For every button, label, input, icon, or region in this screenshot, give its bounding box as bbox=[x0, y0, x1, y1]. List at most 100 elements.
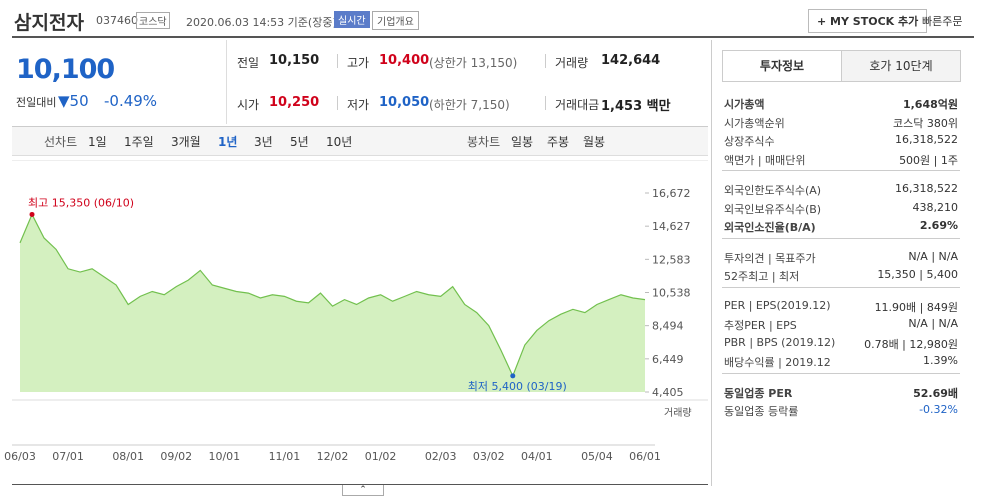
period-tab[interactable]: 1주일 bbox=[124, 135, 154, 149]
collapse-button[interactable]: ⌃ bbox=[342, 485, 384, 496]
info-value: 11.90배 | 849원 bbox=[874, 300, 958, 314]
period-tab[interactable]: 3년 bbox=[254, 135, 273, 149]
info-label: 동일업종 등락률 bbox=[724, 405, 799, 418]
field-label: 고가 bbox=[347, 56, 370, 70]
annotation: 최저 5,400 (03/19) bbox=[468, 380, 567, 393]
info-label: 배당수익률 | 2019.12 bbox=[724, 356, 831, 369]
field-value: 10,400 bbox=[379, 53, 430, 68]
info-value: 16,318,522 bbox=[895, 182, 958, 195]
panel-divider bbox=[711, 40, 712, 486]
x-tick-label: 02/03 bbox=[425, 450, 457, 463]
price-line bbox=[19, 213, 646, 378]
x-tick-label: 06/01 bbox=[629, 450, 661, 463]
field-label: 거래량 bbox=[555, 56, 589, 70]
group-rule bbox=[722, 286, 960, 288]
info-label: 52주최고 | 최저 bbox=[724, 270, 800, 283]
period-tab[interactable]: 1일 bbox=[88, 135, 107, 149]
annotation: 최고 15,350 (06/10) bbox=[28, 196, 134, 209]
volume-label: 거래량 bbox=[664, 407, 692, 419]
period-tab[interactable]: 1년 bbox=[218, 135, 238, 149]
stock-code: 037460 bbox=[96, 14, 138, 27]
info-label: 외국인한도주식수(A) bbox=[724, 184, 822, 197]
field-value: 10,050 bbox=[379, 95, 430, 110]
x-tick-label: 07/01 bbox=[52, 450, 84, 463]
field-sep bbox=[545, 54, 546, 68]
market-tag: 코스닥 bbox=[136, 12, 170, 29]
info-label: 시가총액 bbox=[724, 98, 765, 111]
period-tab[interactable]: 10년 bbox=[326, 135, 353, 149]
info-tab[interactable]: 투자정보 bbox=[722, 50, 842, 82]
line-chart-label: 선차트 bbox=[44, 135, 78, 149]
info-value: 1,648억원 bbox=[902, 98, 958, 111]
area-fill bbox=[20, 214, 645, 392]
period-bar bbox=[12, 126, 708, 156]
x-tick-label: 04/01 bbox=[521, 450, 553, 463]
down-arrow: ▼ bbox=[58, 92, 70, 110]
x-tick-label: 11/01 bbox=[269, 450, 301, 463]
candle-tab[interactable]: 주봉 bbox=[547, 135, 570, 149]
change-label: 전일대비 bbox=[16, 96, 57, 109]
candle-tab[interactable]: 월봉 bbox=[583, 135, 606, 149]
info-label: 추정PER | EPS bbox=[724, 319, 797, 332]
change-rate: -0.49% bbox=[104, 92, 158, 110]
period-tab[interactable]: 5년 bbox=[290, 135, 309, 149]
x-tick-label: 08/01 bbox=[112, 450, 144, 463]
extreme-marker bbox=[510, 373, 516, 379]
info-label: 투자의견 | 목표주가 bbox=[724, 251, 816, 265]
y-tick-label: 14,627 bbox=[652, 220, 691, 233]
company-button[interactable]: 기업개요 bbox=[372, 11, 419, 30]
change-value: 50 bbox=[69, 92, 89, 110]
field-label: 전일 bbox=[237, 56, 260, 70]
field-value: 10,250 bbox=[269, 95, 320, 110]
info-label: 외국인소진율(B/A) bbox=[724, 221, 816, 234]
x-tick-label: 03/02 bbox=[473, 450, 505, 463]
stock-name: 삼지전자 bbox=[14, 12, 84, 34]
info-value: 15,350 | 5,400 bbox=[877, 268, 958, 281]
candle-chart-label: 봉차트 bbox=[467, 135, 501, 149]
candle-tab[interactable]: 일봉 bbox=[511, 135, 534, 149]
info-value: 2.69% bbox=[919, 219, 958, 232]
info-label: 동일업종 PER bbox=[724, 386, 793, 400]
group-rule bbox=[722, 170, 960, 171]
info-value: 1.39% bbox=[923, 354, 958, 367]
field-label: 저가 bbox=[347, 98, 370, 112]
datetime: 2020.06.03 14:53 기준(장중) bbox=[186, 16, 337, 29]
info-value: -0.32% bbox=[919, 403, 958, 416]
y-tick-label: 8,494 bbox=[652, 320, 684, 333]
extreme-marker bbox=[29, 211, 35, 217]
x-tick-label: 06/03 bbox=[4, 450, 36, 463]
realtime-button[interactable]: 실시간 bbox=[334, 11, 370, 28]
info-value: 16,318,522 bbox=[895, 133, 958, 146]
field-value: 1,453 백만 bbox=[601, 99, 671, 114]
chart-bottom-rule bbox=[12, 484, 708, 485]
field-extra: (상한가 13,150) bbox=[429, 56, 518, 70]
info-label: 시가총액순위 bbox=[724, 116, 785, 130]
x-tick-label: 12/02 bbox=[317, 450, 349, 463]
header-rule bbox=[12, 36, 974, 38]
mystock-button[interactable]: + MY STOCK 추가 bbox=[808, 9, 928, 33]
x-tick-label: 01/02 bbox=[365, 450, 397, 463]
divider bbox=[226, 40, 227, 124]
info-value: N/A | N/A bbox=[908, 317, 958, 330]
field-extra: (하한가 7,150) bbox=[429, 98, 510, 112]
y-tick-label: 12,583 bbox=[652, 253, 691, 266]
info-label: 액면가 | 매매단위 bbox=[724, 153, 806, 167]
field-label: 시가 bbox=[237, 98, 260, 112]
quick-order[interactable]: 빠른주문 bbox=[922, 15, 963, 28]
field-sep bbox=[337, 54, 338, 68]
period-tab[interactable]: 3개월 bbox=[171, 135, 201, 149]
field-sep bbox=[545, 96, 546, 110]
field-value: 142,644 bbox=[601, 53, 661, 68]
info-value: 코스닥 380위 bbox=[893, 116, 958, 130]
info-label: PBR | BPS (2019.12) bbox=[724, 335, 836, 349]
field-sep bbox=[337, 96, 338, 110]
info-label: PER | EPS(2019.12) bbox=[724, 298, 831, 312]
info-value: 52.69배 bbox=[913, 386, 958, 400]
group-rule bbox=[722, 372, 960, 374]
info-tab[interactable]: 호가 10단계 bbox=[841, 50, 961, 82]
field-label: 거래대금 bbox=[555, 98, 600, 112]
x-tick-label: 05/04 bbox=[581, 450, 613, 463]
x-tick-label: 09/02 bbox=[160, 450, 192, 463]
info-value: 500원 | 1주 bbox=[899, 153, 958, 167]
